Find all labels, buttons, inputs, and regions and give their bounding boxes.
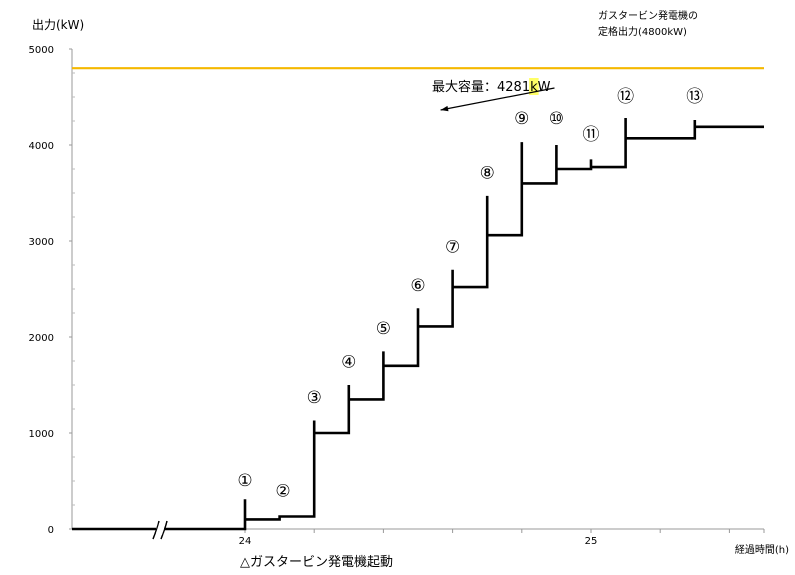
max-capacity-label: 最大容量：4281kW — [432, 79, 551, 95]
step-label: ⑬ — [686, 87, 703, 107]
y-tick-label: 0 — [48, 525, 54, 536]
y-tick-label: 3000 — [29, 237, 54, 248]
step-label: ⑫ — [617, 87, 634, 107]
x-axis-label: 経過時間(h) — [735, 543, 789, 556]
y-tick-label: 5000 — [29, 45, 54, 56]
series-break-gap — [156, 523, 164, 535]
step-label: ⑤ — [376, 319, 391, 339]
x-tick-label: 25 — [585, 536, 598, 547]
y-tick-label: 2000 — [29, 333, 54, 344]
series-break-mark — [152, 520, 160, 540]
step-label: ⑦ — [445, 238, 460, 258]
step-label: ② — [275, 481, 290, 501]
step-label: ① — [237, 471, 252, 491]
rated-output-label-line1: ガスタービン発電機の — [598, 9, 698, 22]
step-label: ③ — [307, 388, 322, 408]
step-label: ⑧ — [480, 164, 495, 184]
max-capacity-prefix: 最大容量：4281 — [432, 79, 530, 95]
step-label: ⑩ — [549, 109, 564, 129]
x-tick-label: 24 — [239, 536, 252, 547]
series-line — [72, 118, 764, 531]
y-tick-label: 1000 — [29, 429, 54, 440]
series-break-mark — [160, 520, 168, 540]
max-capacity-highlight: k — [530, 80, 538, 95]
max-capacity-suffix: W — [538, 80, 551, 95]
max-capacity-highlight-box — [529, 78, 539, 95]
axes: 0 1000 2000 3000 4000 5000 24 25 — [29, 45, 765, 547]
y-axis-label: 出力(kW) — [32, 18, 84, 32]
series — [72, 118, 764, 540]
step-label: ⑥ — [410, 276, 425, 296]
max-capacity-annotation: 最大容量：4281kW — [432, 78, 555, 112]
step-label: ⑪ — [583, 125, 600, 145]
annotation-arrow — [440, 87, 555, 111]
rated-output-label-line2: 定格出力(4800kW) — [598, 25, 687, 38]
step-label: ⑨ — [514, 109, 529, 129]
step-label: ④ — [341, 353, 356, 373]
annotation-arrowhead — [440, 105, 449, 112]
y-tick-label: 4000 — [29, 141, 54, 152]
gas-turbine-start-label: △ガスタービン発電機起動 — [240, 555, 393, 570]
